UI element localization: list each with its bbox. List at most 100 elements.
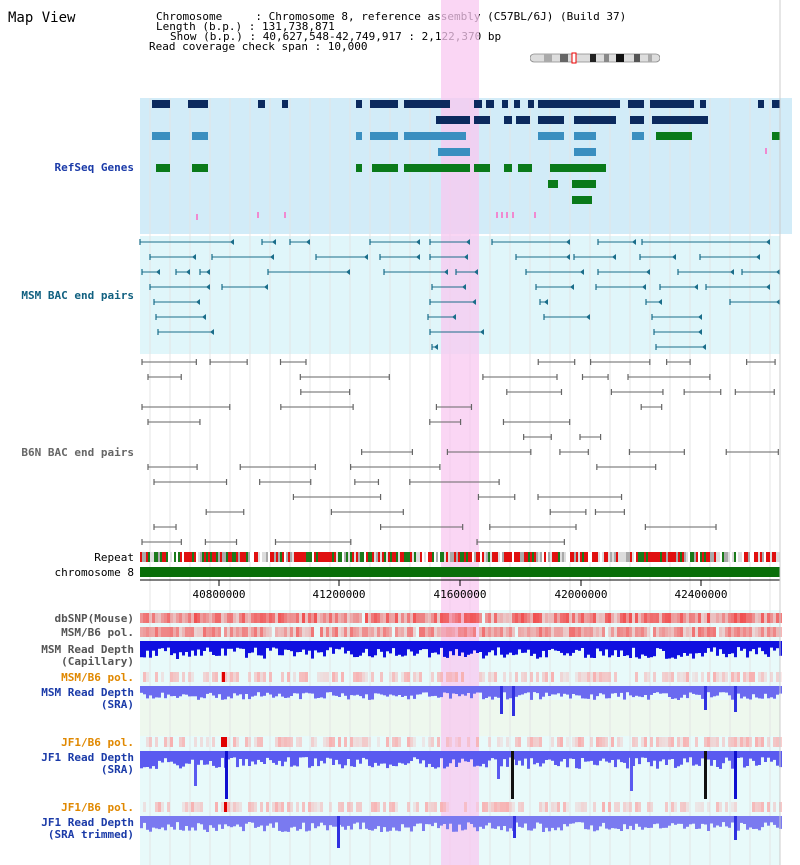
pol-mark [311,613,314,623]
repeat-mark [196,552,198,562]
repeat-mark [622,552,624,562]
repeat-mark [694,552,696,562]
depth-bar [590,641,593,658]
pol-mark [275,737,278,747]
pol-mark [734,627,737,637]
msm-bac-end [452,314,456,320]
depth-bar [674,686,677,699]
depth-bar [608,641,611,658]
depth-bar [317,686,320,698]
depth-bar [746,686,749,699]
pol-mark [776,672,779,682]
repeat-mark [222,552,224,562]
chromosome-ideogram[interactable] [530,52,660,64]
pol-mark [707,737,710,747]
pol-mark [566,627,569,637]
depth-bar [230,751,233,758]
depth-bar [233,816,236,827]
repeat-mark [370,552,372,562]
pol-mark [611,627,614,637]
pol-mark [383,802,386,812]
pol-mark [758,672,761,682]
depth-bar [470,686,473,699]
repeat-mark [248,552,250,562]
depth-bar [437,686,440,698]
depth-bar [434,816,437,823]
pol-mark [167,613,170,623]
pol-mark [326,737,329,747]
depth-bar [356,686,359,695]
pol-mark [443,613,446,623]
depth-bar [287,686,290,698]
pol-mark [344,737,347,747]
depth-bar [632,751,635,766]
depth-bar [392,816,395,828]
depth-bar [671,686,674,699]
depth-bar [524,816,527,824]
depth-bar [683,641,686,653]
pol-mark [164,627,167,637]
pol-mark [602,802,605,812]
pol-mark [179,737,182,747]
repeat-mark [704,552,706,562]
depth-bar [752,816,755,829]
pol-mark [644,627,647,637]
depth-bar [764,751,767,762]
depth-bar [476,686,479,693]
depth-bar [473,641,476,651]
repeat-mark [682,552,684,562]
repeat-mark [474,552,476,562]
depth-bar [638,641,641,659]
pol-mark [155,672,158,682]
depth-bar [539,686,542,700]
depth-bar [257,686,260,693]
pol-mark [590,737,593,747]
msm-bac-end [230,239,234,245]
depth-bar [773,816,776,825]
depth-spike [704,751,707,799]
repeat-mark [348,552,350,562]
pol-mark [653,627,656,637]
repeat-mark [372,552,374,562]
msm-bac-end [272,239,276,245]
pol-mark [575,613,578,623]
depth-spike [225,751,228,799]
pol-mark [755,627,758,637]
pol-mark [488,737,491,747]
repeat-mark [472,552,474,562]
depth-bar [218,816,221,825]
pol-mark [206,672,209,682]
depth-bar [752,641,755,650]
gene-feature [356,164,362,172]
repeat-mark [644,552,646,562]
pol-mark [506,802,509,812]
pol-mark [314,737,317,747]
pol-mark [515,672,518,682]
depth-bar [284,816,287,832]
pol-mark [341,802,344,812]
pol-mark [233,802,236,812]
depth-bar [548,751,551,760]
pol-mark [749,737,752,747]
depth-bar [686,641,689,656]
pol-mark [326,672,329,682]
pol-mark [233,627,236,637]
depth-bar [473,751,476,767]
pol-mark [356,672,359,682]
pol-mark [251,613,254,623]
depth-bar [230,686,233,699]
depth-bar [521,686,524,695]
pol-mark [437,737,440,747]
depth-bar [584,641,587,658]
depth-spike [734,751,737,799]
depth-bar [374,751,377,763]
pol-mark [326,613,329,623]
depth-bar [644,751,647,758]
repeat-mark [596,552,598,562]
depth-bar [746,816,749,830]
gene-feature [282,100,288,108]
pol-mark [776,613,779,623]
depth-bar [185,816,188,826]
depth-bar [764,816,767,823]
